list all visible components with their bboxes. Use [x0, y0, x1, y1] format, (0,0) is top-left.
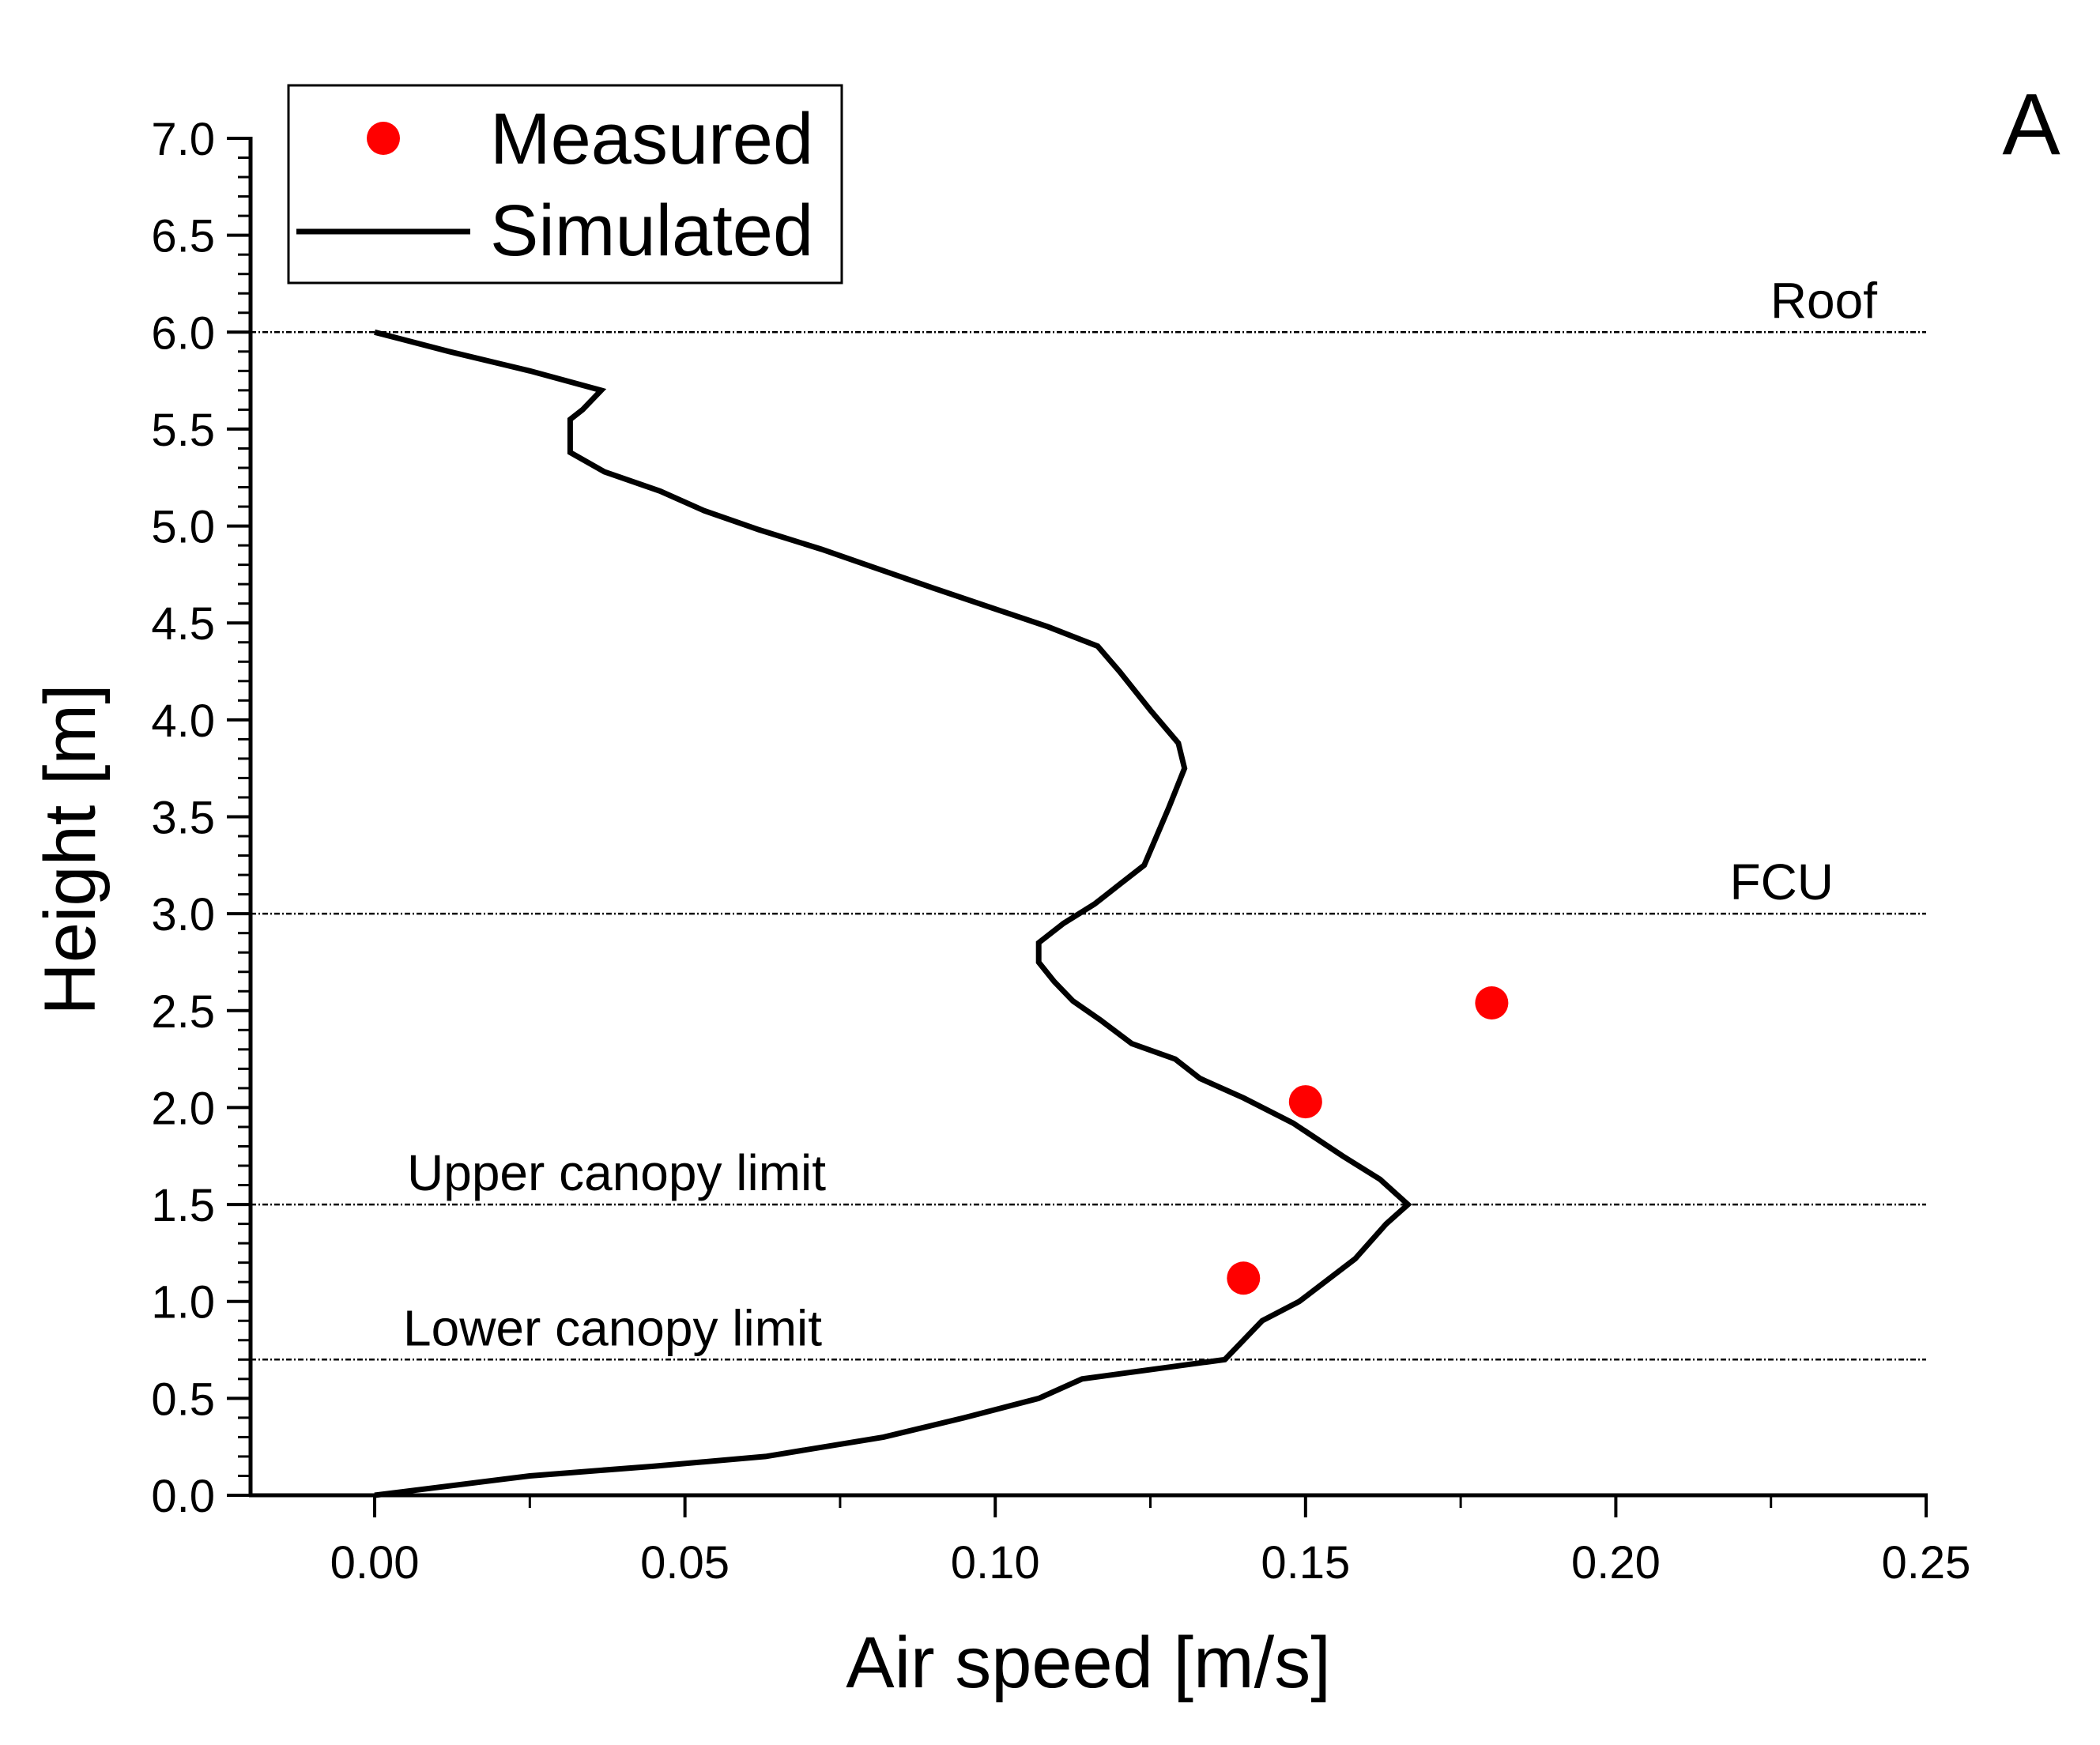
y-tick-label: 5.5	[151, 405, 215, 456]
legend-simulated-label: Simulated	[490, 190, 813, 271]
y-tick-label: 1.0	[151, 1277, 215, 1329]
y-tick-label: 5.0	[151, 502, 215, 553]
x-tick-label: 0.15	[1261, 1537, 1350, 1589]
x-tick-label: 0.25	[1882, 1537, 1971, 1589]
y-tick-label: 4.0	[151, 695, 215, 747]
reference-line-label: Lower canopy limit	[403, 1299, 822, 1356]
measured-point	[1288, 1085, 1322, 1119]
legend-measured-label: Measured	[490, 99, 813, 179]
panel-label: A	[2002, 76, 2060, 173]
y-tick-label: 0.5	[151, 1374, 215, 1425]
y-tick-label: 4.5	[151, 598, 215, 650]
reference-line-label: Roof	[1770, 272, 1877, 329]
reference-line-label: FCU	[1729, 854, 1834, 910]
simulated-series	[374, 329, 1412, 1498]
x-tick-label: 0.20	[1571, 1537, 1661, 1589]
x-tick-label: 0.10	[951, 1537, 1040, 1589]
y-tick-label: 3.0	[151, 889, 215, 940]
measured-point	[1227, 1261, 1261, 1295]
measured-series	[1227, 986, 1509, 1295]
simulated-line	[374, 329, 1412, 1498]
y-tick-label: 7.0	[151, 114, 215, 165]
legend-measured-marker	[367, 122, 400, 155]
reference-lines: Roof FCU Upper canopy limit Lower canopy li…	[251, 272, 1926, 1361]
legend: Measured Simulated	[287, 84, 843, 285]
axes	[248, 137, 1928, 1498]
y-tick-label: 3.5	[151, 793, 215, 844]
y-tick-label: 1.5	[151, 1180, 215, 1231]
x-tick-label: 0.05	[640, 1537, 730, 1589]
y-tick-label: 6.0	[151, 307, 215, 359]
y-tick-label: 6.5	[151, 211, 215, 262]
measured-point	[1475, 986, 1509, 1019]
x-axis-title: Air speed [m/s]	[846, 1623, 1331, 1703]
y-tick-label: 2.5	[151, 986, 215, 1038]
y-tick-label: 0.0	[151, 1471, 215, 1522]
reference-line-label: Upper canopy limit	[407, 1144, 826, 1201]
y-axis-title: Height [m]	[30, 684, 111, 1015]
x-tick-label: 0.00	[330, 1537, 420, 1589]
legend-box	[287, 84, 843, 285]
y-tick-label: 2.0	[151, 1083, 215, 1134]
ticks: 0.0 0.5 1.0 1.5 2.0 2.5 3.0 3.5 4.0 4.5 5.0 5.5 6.0 6…	[151, 114, 1970, 1589]
